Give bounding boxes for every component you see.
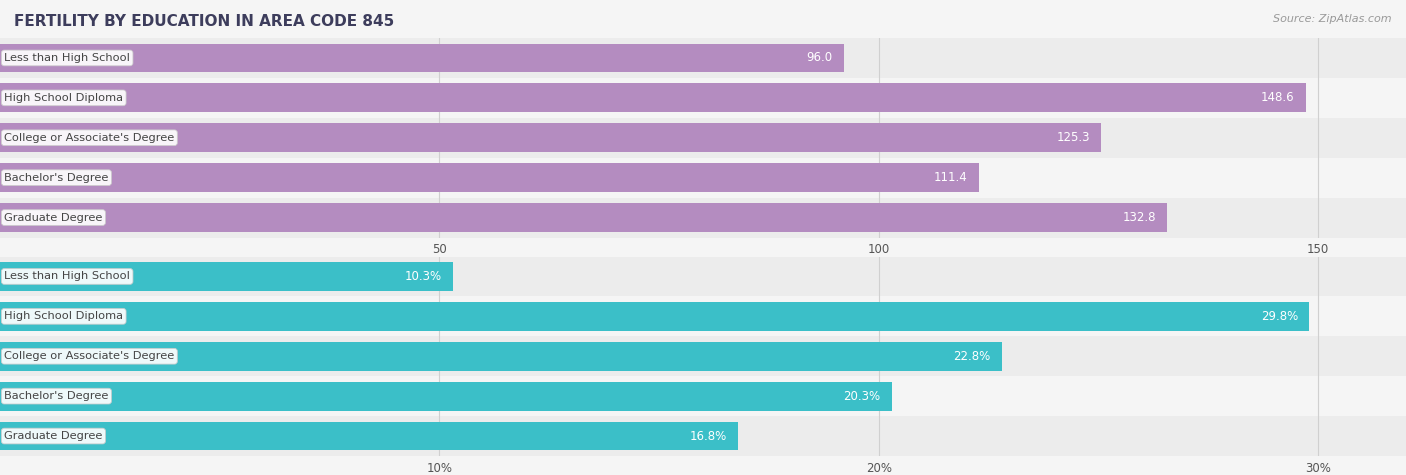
Text: Bachelor's Degree: Bachelor's Degree bbox=[4, 172, 108, 183]
Text: 125.3: 125.3 bbox=[1056, 131, 1090, 144]
Bar bbox=[0, 296, 1406, 336]
Text: 148.6: 148.6 bbox=[1261, 91, 1295, 104]
Bar bbox=[0, 262, 453, 291]
Bar bbox=[0, 84, 1306, 112]
Bar bbox=[0, 38, 1406, 78]
Text: Source: ZipAtlas.com: Source: ZipAtlas.com bbox=[1274, 14, 1392, 24]
Text: 10.3%: 10.3% bbox=[404, 270, 441, 283]
Bar bbox=[0, 203, 1167, 232]
Bar bbox=[0, 336, 1406, 376]
Bar bbox=[0, 163, 979, 192]
Text: College or Associate's Degree: College or Associate's Degree bbox=[4, 133, 174, 143]
Bar bbox=[0, 416, 1406, 456]
Text: Less than High School: Less than High School bbox=[4, 53, 131, 63]
Bar bbox=[0, 124, 1101, 152]
Text: 16.8%: 16.8% bbox=[690, 429, 727, 443]
Text: College or Associate's Degree: College or Associate's Degree bbox=[4, 351, 174, 361]
Bar bbox=[0, 342, 1001, 370]
Text: High School Diploma: High School Diploma bbox=[4, 93, 124, 103]
Bar bbox=[0, 256, 1406, 296]
Text: Graduate Degree: Graduate Degree bbox=[4, 212, 103, 223]
Text: FERTILITY BY EDUCATION IN AREA CODE 845: FERTILITY BY EDUCATION IN AREA CODE 845 bbox=[14, 14, 394, 29]
Text: 29.8%: 29.8% bbox=[1261, 310, 1298, 323]
Bar bbox=[0, 78, 1406, 118]
Text: 20.3%: 20.3% bbox=[844, 390, 880, 403]
Bar bbox=[0, 422, 738, 450]
Bar bbox=[0, 382, 891, 410]
Text: Bachelor's Degree: Bachelor's Degree bbox=[4, 391, 108, 401]
Text: High School Diploma: High School Diploma bbox=[4, 311, 124, 322]
Bar bbox=[0, 44, 844, 72]
Bar bbox=[0, 118, 1406, 158]
Bar bbox=[0, 158, 1406, 198]
Bar bbox=[0, 302, 1309, 331]
Text: 111.4: 111.4 bbox=[934, 171, 967, 184]
Text: Graduate Degree: Graduate Degree bbox=[4, 431, 103, 441]
Text: 22.8%: 22.8% bbox=[953, 350, 990, 363]
Bar bbox=[0, 376, 1406, 416]
Text: Less than High School: Less than High School bbox=[4, 271, 131, 282]
Bar bbox=[0, 198, 1406, 238]
Text: 132.8: 132.8 bbox=[1122, 211, 1156, 224]
Text: 96.0: 96.0 bbox=[806, 51, 832, 65]
